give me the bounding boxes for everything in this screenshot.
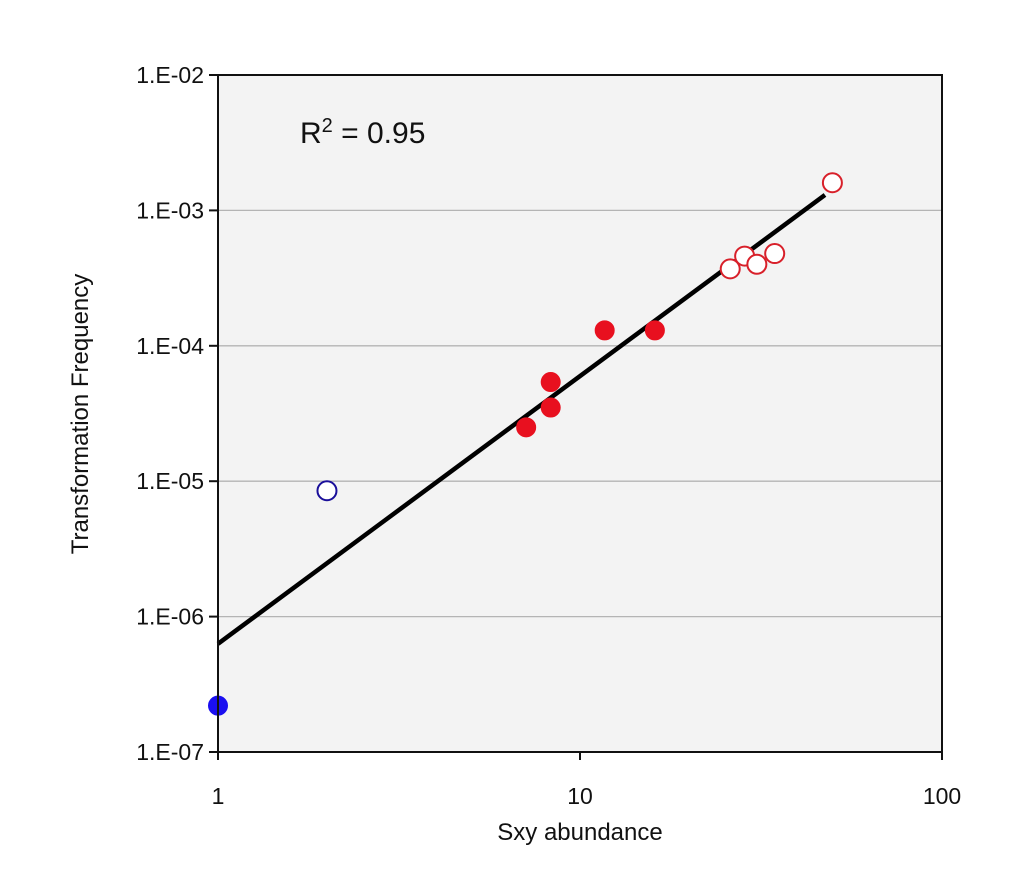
filled-data-point: [594, 320, 615, 341]
filled-data-point: [540, 372, 561, 393]
r-squared-annotation: R2 = 0.95: [300, 115, 425, 150]
filled-data-point: [644, 320, 665, 341]
x-axis-ticks: 1 10 100: [212, 752, 961, 809]
open-data-point: [316, 480, 338, 502]
y-axis-title: Transformation Frequency: [67, 274, 94, 555]
y-tick-label: 1.E-07: [136, 739, 204, 765]
open-data-point: [746, 253, 768, 275]
y-tick-label: 1.E-02: [136, 62, 204, 88]
filled-data-point: [540, 397, 561, 418]
filled-data-point: [516, 417, 537, 438]
x-tick-label: 10: [567, 783, 593, 809]
y-tick-label: 1.E-05: [136, 468, 204, 494]
y-tick-label: 1.E-03: [136, 197, 204, 223]
r-squared-base: R: [300, 117, 322, 150]
x-tick-label: 100: [923, 783, 961, 809]
x-axis-title: Sxy abundance: [497, 819, 662, 846]
r-squared-value: = 0.95: [333, 117, 426, 150]
y-tick-label: 1.E-06: [136, 604, 204, 630]
open-data-point: [764, 243, 786, 265]
open-data-point: [821, 172, 843, 194]
y-tick-label: 1.E-04: [136, 333, 204, 359]
x-tick-label: 1: [212, 783, 225, 809]
r-squared-superscript: 2: [322, 115, 333, 137]
gridlines: [218, 209, 942, 618]
data-points: [208, 172, 843, 716]
plot-area-background: [218, 75, 942, 752]
open-data-point: [719, 258, 741, 280]
y-axis-ticks: 1.E-07 1.E-06 1.E-05 1.E-04 1.E-03 1.E-02: [136, 62, 218, 765]
